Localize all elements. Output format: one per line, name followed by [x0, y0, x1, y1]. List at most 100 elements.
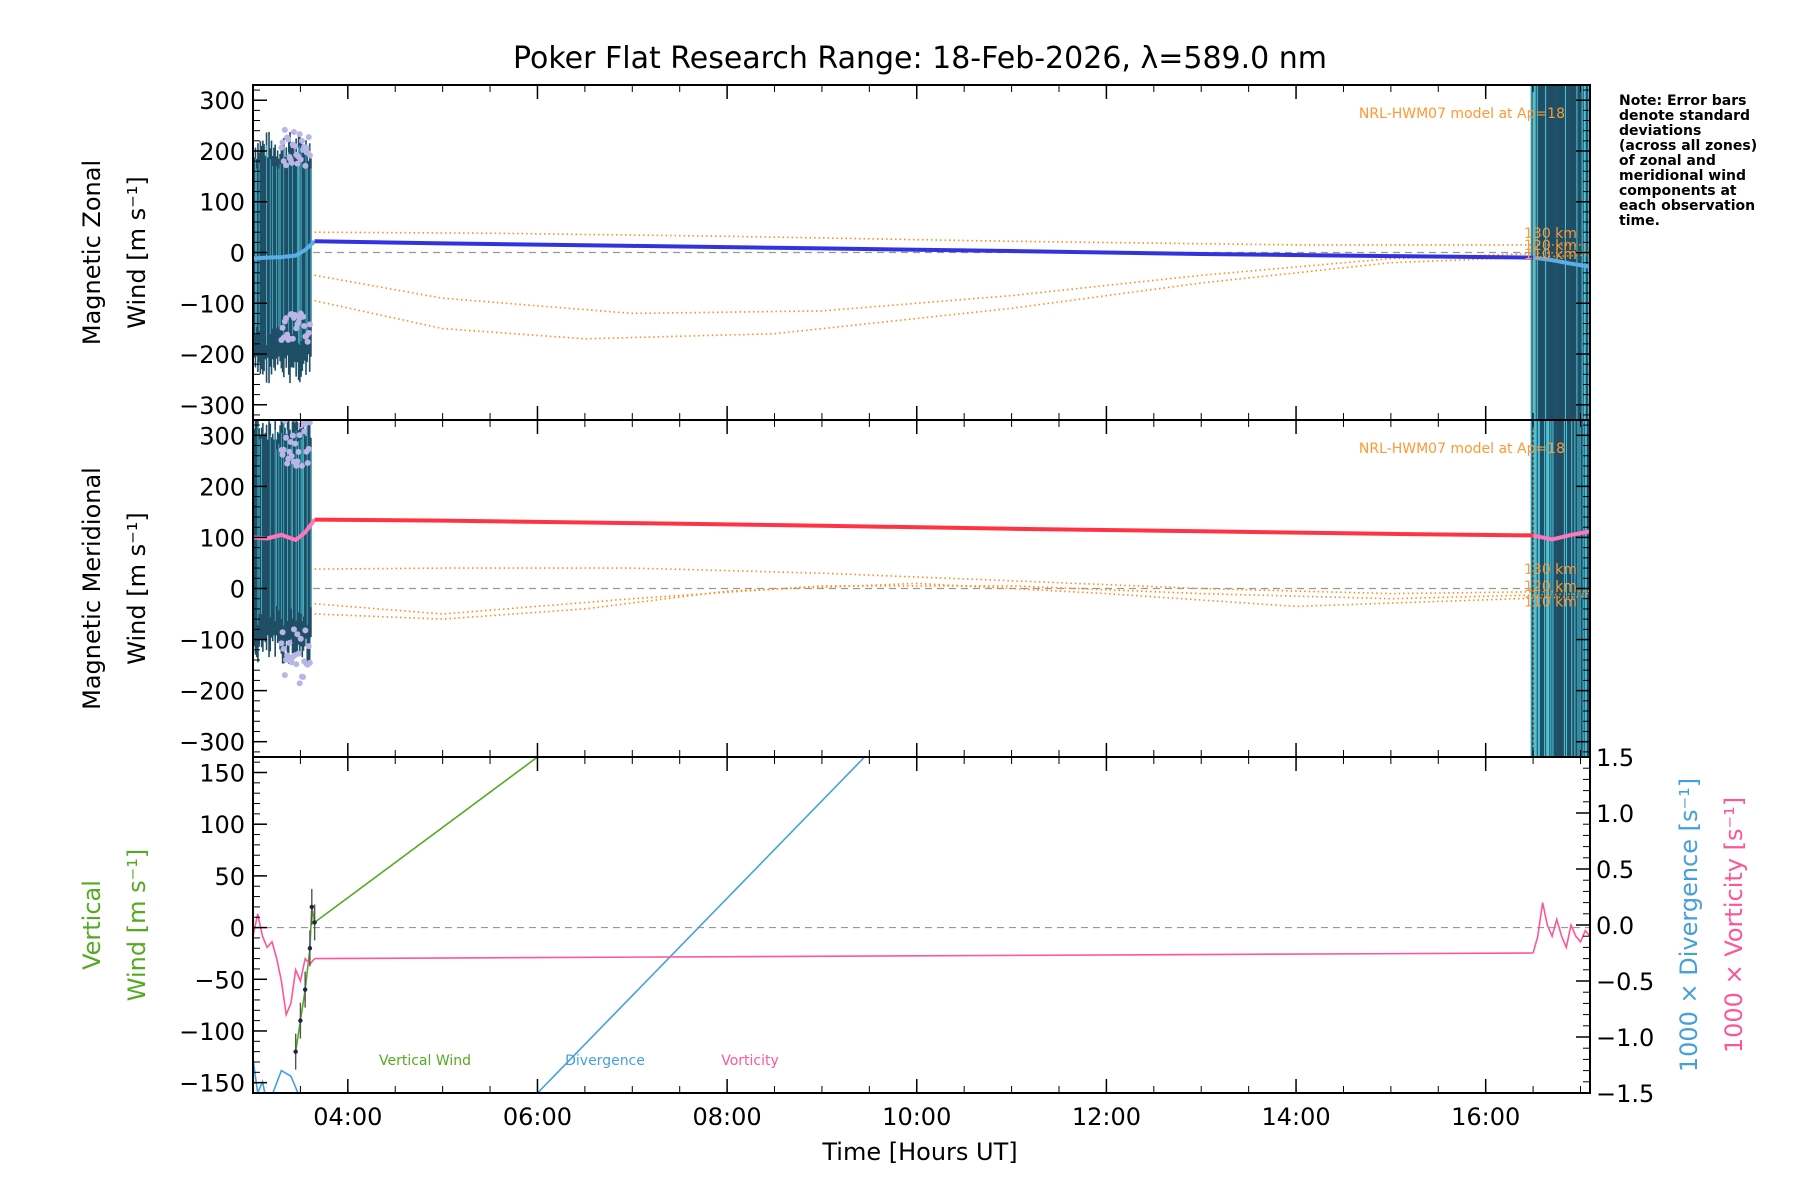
- meridional-wind-line: [314, 517, 1534, 538]
- zone-sample-point: [296, 680, 303, 687]
- y-axis-label: Wind [m s⁻¹]: [123, 512, 151, 664]
- y-axis-label: Vertical: [78, 880, 106, 970]
- vertical-wind-point: [312, 920, 317, 925]
- zone-sample-point: [281, 672, 288, 679]
- y-tick-label: 0: [230, 576, 245, 604]
- y-tick-label: −200: [179, 678, 245, 706]
- y-tick-label: 300: [199, 422, 245, 450]
- zone-sample-point: [297, 156, 304, 163]
- y-axis-label: Wind [m s⁻¹]: [123, 849, 151, 1001]
- vertical-panel: Vertical Wind Divergence Vorticity −1.5 −1.0…: [78, 744, 1748, 1108]
- model-altitude-label: 110 km: [1524, 594, 1577, 610]
- y-tick-label: −100: [179, 290, 245, 318]
- x-tick-label: 12:00: [1072, 1103, 1141, 1131]
- zone-sample-point: [288, 659, 295, 666]
- zone-sample-point: [298, 137, 305, 144]
- x-tick-label: 16:00: [1451, 1103, 1520, 1131]
- y-tick-label: 0: [230, 240, 245, 268]
- y-tick-label: −50: [194, 966, 245, 994]
- zone-sample-point: [289, 432, 296, 439]
- chart-title: Poker Flat Research Range: 18-Feb-2026, …: [513, 41, 1327, 76]
- y-tick-label: 0: [230, 915, 245, 943]
- zone-sample-point: [306, 659, 313, 666]
- y-tick-label: 50: [214, 863, 245, 891]
- error-bar-note: Note: Error bars denote standard deviati…: [1619, 93, 1757, 229]
- zone-sample-point: [297, 635, 304, 642]
- zone-sample-point: [292, 440, 299, 447]
- zone-sample-point: [281, 126, 288, 133]
- zone-sample-point: [302, 420, 309, 427]
- note-line: meridional wind: [1619, 168, 1746, 184]
- divergence-axis-label: 1000 × Divergence [s⁻¹]: [1675, 778, 1703, 1072]
- zone-sample-point: [280, 446, 287, 453]
- vorticity-line: [253, 913, 316, 1018]
- model-altitude-label: 130 km: [1524, 226, 1577, 242]
- zone-sample-point: [300, 313, 307, 320]
- legend-vorticity: Vorticity: [721, 1053, 779, 1069]
- zone-sample-point: [304, 338, 311, 345]
- vorticity-axis-label: 1000 × Vorticity [s⁻¹]: [1720, 797, 1748, 1053]
- zone-sample-point: [289, 335, 296, 342]
- note-line: components at: [1619, 183, 1737, 199]
- model-altitude-label: 130 km: [1524, 562, 1577, 578]
- meridional-data: [253, 420, 1590, 757]
- zone-sample-point: [278, 640, 285, 647]
- zone-sample-point: [304, 460, 311, 467]
- y2-tick-label: −1.5: [1596, 1080, 1654, 1108]
- zone-sample-point: [306, 152, 313, 159]
- y-tick-label: −200: [179, 341, 245, 369]
- zone-sample-point: [280, 645, 287, 652]
- zonal-data: [253, 85, 1590, 420]
- y2-tick-label: 1.0: [1596, 800, 1634, 828]
- zone-sample-point: [294, 458, 301, 465]
- model-curve: [314, 567, 1590, 595]
- zone-sample-point: [305, 134, 312, 141]
- meridional-wind-line: [1532, 529, 1590, 542]
- zone-sample-point: [288, 453, 295, 460]
- y2-tick-label: 0.0: [1596, 912, 1634, 940]
- zone-sample-point: [290, 128, 297, 135]
- y2-tick-label: −0.5: [1596, 968, 1654, 996]
- y-tick-label: 200: [199, 138, 245, 166]
- vorticity-line: [1532, 902, 1590, 954]
- vertical-wind-point: [293, 1049, 298, 1054]
- y-tick-label: 150: [199, 760, 245, 788]
- zonal-wind-line: [1532, 255, 1590, 269]
- y-tick-label: 100: [199, 524, 245, 552]
- zone-sample-point: [282, 162, 289, 169]
- model-curve: [314, 231, 1590, 246]
- note-line: deviations: [1619, 123, 1701, 139]
- model-label: NRL-HWM07 model at Ap=18: [1359, 106, 1565, 122]
- zone-sample-point: [284, 460, 291, 467]
- x-tick-label: 06:00: [503, 1103, 572, 1131]
- zone-sample-point: [282, 434, 289, 441]
- zone-sample-point: [305, 643, 312, 650]
- y-tick-label: −100: [179, 1018, 245, 1046]
- zone-sample-point: [282, 315, 289, 322]
- note-line: denote standard: [1619, 108, 1750, 124]
- zone-sample-point: [293, 661, 300, 668]
- zone-sample-point: [295, 319, 302, 326]
- meridional-wind-line: [253, 518, 317, 543]
- zone-sample-point: [303, 144, 310, 151]
- vertical-data: [253, 757, 1590, 1093]
- zone-sample-point: [301, 323, 308, 330]
- y-tick-label: −300: [179, 392, 245, 420]
- divergence-line: [253, 757, 866, 1093]
- model-curve: [314, 585, 1590, 615]
- zone-sample-point: [301, 428, 308, 435]
- vertical-wind-point: [307, 946, 313, 951]
- vertical-wind-point: [302, 987, 308, 992]
- zone-sample-point: [279, 324, 286, 331]
- zonal-wind-line: [253, 239, 316, 261]
- zone-sample-point: [295, 650, 302, 657]
- model-curve: [314, 250, 1590, 315]
- y-axis-label: Magnetic Zonal: [78, 160, 106, 345]
- zone-sample-point: [285, 653, 292, 660]
- y-tick-label: −300: [179, 729, 245, 757]
- vorticity-line: [314, 952, 1534, 960]
- legend-divergence: Divergence: [565, 1053, 645, 1069]
